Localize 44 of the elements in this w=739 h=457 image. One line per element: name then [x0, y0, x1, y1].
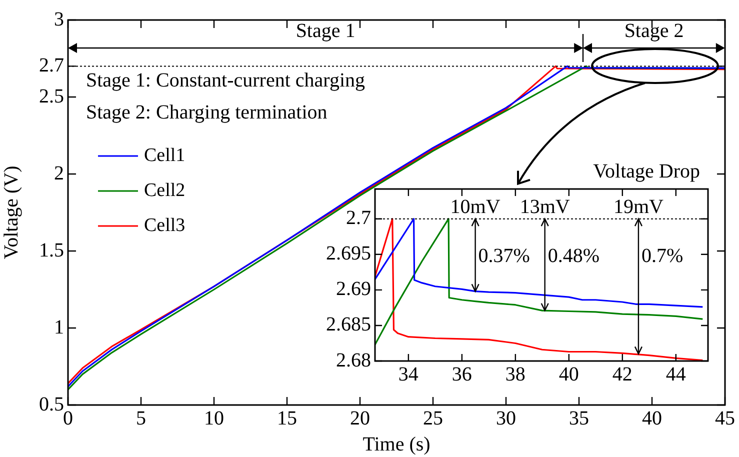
x-tick-label: 38: [505, 363, 526, 386]
legend-label: Cell3: [144, 214, 186, 236]
y-axis-title: Voltage (V): [0, 166, 22, 260]
y-tick-label: 2.7: [39, 54, 64, 76]
x-tick-label: 5: [136, 407, 146, 430]
x-tick-label: 42: [612, 363, 632, 386]
y-tick-label: 2.7: [346, 207, 371, 230]
y-tick-label: 2.5: [39, 85, 64, 108]
y-tick-label: 1: [54, 316, 64, 338]
legend-label: Cell2: [144, 180, 186, 201]
annotation: 10mV: [450, 196, 501, 218]
annotation: 19mV: [613, 196, 664, 218]
x-tick-label: 15: [277, 407, 297, 430]
y-tick-label: 1.5: [39, 239, 64, 262]
x-tick-label: 35: [569, 407, 589, 430]
x-tick-label: 44: [666, 363, 686, 386]
x-tick-label: 10: [204, 407, 224, 430]
y-tick-label: 0.5: [39, 393, 64, 416]
x-tick-label: 40: [642, 407, 662, 430]
annotation: 0.7%: [641, 245, 684, 268]
y-tick-label: 2.685: [326, 314, 371, 336]
x-tick-label: 0: [63, 407, 73, 430]
x-tick-label: 45: [715, 407, 735, 430]
y-tick-label: 2.68: [336, 349, 371, 372]
x-tick-label: 36: [452, 363, 472, 386]
y-tick-label: 3: [54, 8, 64, 30]
legend-label: Cell1: [144, 144, 186, 166]
y-tick-label: 2: [54, 162, 64, 184]
y-tick-label: 2.69: [336, 278, 371, 300]
x-tick-label: 30: [496, 407, 516, 430]
annotation: 0.37%: [478, 245, 530, 268]
annotation: Stage 2: Charging termination: [86, 101, 328, 124]
chart-title: Voltage Drop: [593, 160, 700, 182]
annotation: Stage 1: Constant-current charging: [86, 69, 366, 92]
x-tick-label: 20: [350, 407, 370, 430]
annotation: 13mV: [520, 196, 570, 218]
x-axis-title: Time (s): [362, 433, 430, 456]
annotation: Stage 2: [624, 20, 684, 43]
y-tick-label: 2.695: [326, 242, 371, 265]
x-tick-label: 25: [423, 407, 443, 430]
x-tick-label: 40: [558, 363, 579, 386]
x-tick-label: 34: [398, 363, 418, 386]
annotation: Stage 1: [296, 20, 356, 43]
annotation: 0.48%: [548, 245, 600, 268]
